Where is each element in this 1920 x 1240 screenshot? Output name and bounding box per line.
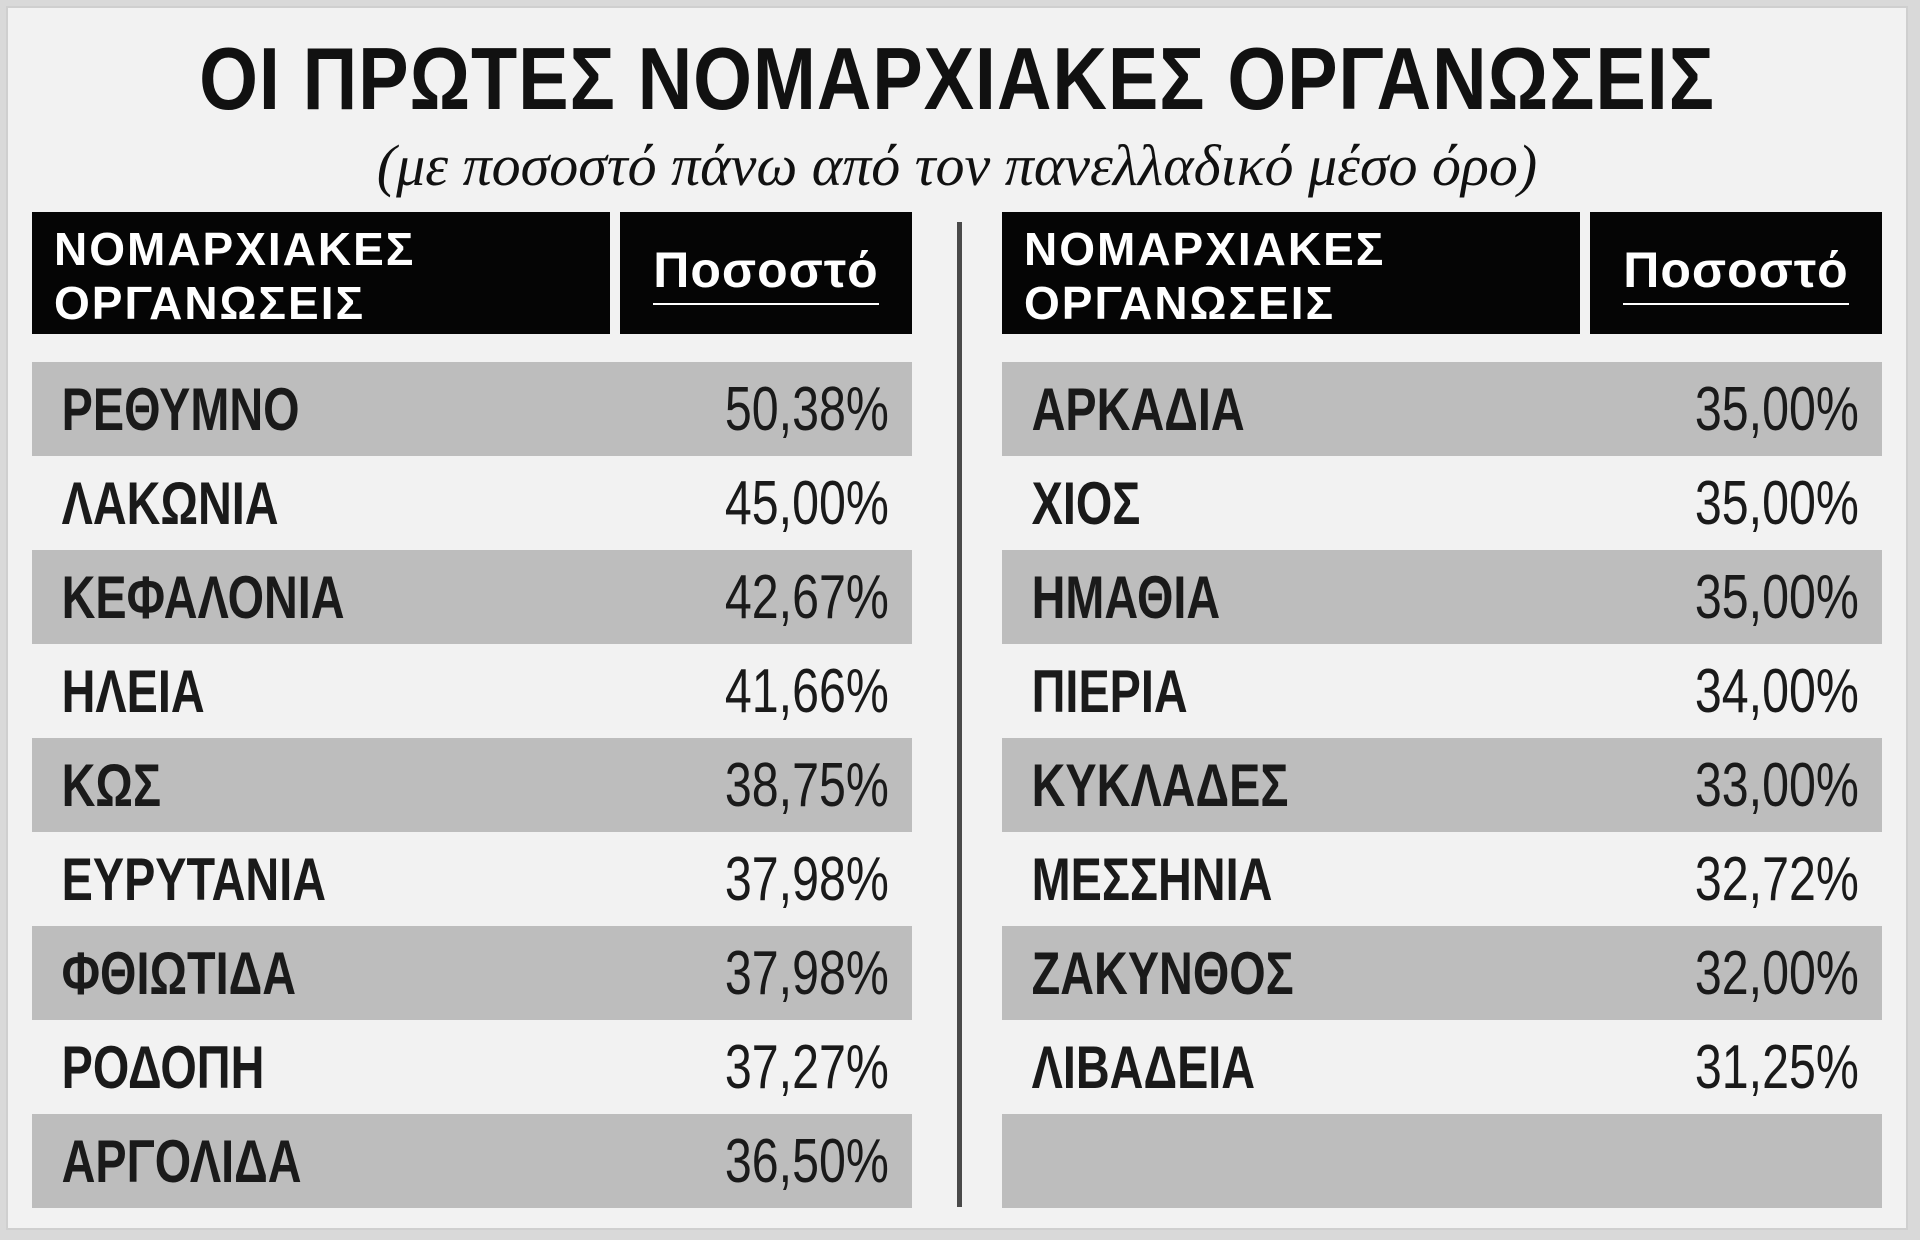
percentage-value: 41,66% bbox=[724, 656, 889, 726]
table-row: ΦΘΙΩΤΙΔΑ 37,98% bbox=[32, 926, 912, 1020]
table-row: ΚΥΚΛΑΔΕΣ 33,00% bbox=[1002, 738, 1882, 832]
percentage-value: 36,50% bbox=[724, 1126, 889, 1196]
prefecture-name: ΛΙΒΑΔΕΙΑ bbox=[1031, 1033, 1256, 1101]
prefecture-name: ΗΜΑΘΙΑ bbox=[1031, 563, 1221, 631]
table-row: ΚΩΣ 38,75% bbox=[32, 738, 912, 832]
prefecture-name: ΖΑΚΥΝΘΟΣ bbox=[1031, 939, 1294, 1007]
table-row: ΖΑΚΥΝΘΟΣ 32,00% bbox=[1002, 926, 1882, 1020]
percentage-value: 37,98% bbox=[724, 844, 889, 914]
prefecture-name: ΕΥΡΥΤΑΝΙΑ bbox=[61, 845, 327, 913]
percentage-value: 33,00% bbox=[1694, 750, 1859, 820]
chart-title: ΟΙ ΠΡΩΤΕΣ ΝΟΜΑΡΧΙΑΚΕΣ ΟΡΓΑΝΩΣΕΙΣ bbox=[199, 29, 1715, 128]
table-row: ΡΕΘΥΜΝΟ 50,38% bbox=[32, 362, 912, 456]
table-row: ΛΑΚΩΝΙΑ 45,00% bbox=[32, 456, 912, 550]
right-table: ΝΟΜΑΡΧΙΑΚΕΣ ΟΡΓΑΝΩΣΕΙΣ Ποσοστό ΑΡΚΑΔΙΑ 35… bbox=[1002, 212, 1882, 1208]
column-divider bbox=[957, 222, 962, 1207]
left-table: ΝΟΜΑΡΧΙΑΚΕΣ ΟΡΓΑΝΩΣΕΙΣ Ποσοστό ΡΕΘΥΜΝΟ 50… bbox=[32, 212, 912, 1208]
percentage-value: 45,00% bbox=[724, 468, 889, 538]
table-row: ΡΟΔΟΠΗ 37,27% bbox=[32, 1020, 912, 1114]
prefecture-name: ΚΕΦΑΛΟΝΙΑ bbox=[61, 563, 345, 631]
table-row: ΧΙΟΣ 35,00% bbox=[1002, 456, 1882, 550]
table-row: ΑΡΚΑΔΙΑ 35,00% bbox=[1002, 362, 1882, 456]
table-row: ΚΕΦΑΛΟΝΙΑ 42,67% bbox=[32, 550, 912, 644]
header-organizations: ΝΟΜΑΡΧΙΑΚΕΣ ΟΡΓΑΝΩΣΕΙΣ bbox=[32, 212, 610, 334]
percentage-value: 31,25% bbox=[1694, 1032, 1859, 1102]
right-table-body: ΑΡΚΑΔΙΑ 35,00% ΧΙΟΣ 35,00% ΗΜΑΘΙΑ 35,00% ΠΙΕΡΙ… bbox=[1002, 362, 1882, 1208]
percentage-value: 34,00% bbox=[1694, 656, 1859, 726]
table-row bbox=[1002, 1114, 1882, 1208]
header-percentage-label: Ποσοστό bbox=[653, 241, 879, 305]
header-organizations: ΝΟΜΑΡΧΙΑΚΕΣ ΟΡΓΑΝΩΣΕΙΣ bbox=[1002, 212, 1580, 334]
prefecture-name: ΦΘΙΩΤΙΔΑ bbox=[61, 939, 297, 1007]
header-percentage: Ποσοστό bbox=[1590, 212, 1882, 334]
chart-subtitle: (με ποσοστό πάνω από τον πανελλαδικό μέσ… bbox=[376, 133, 1538, 198]
table-row: ΛΙΒΑΔΕΙΑ 31,25% bbox=[1002, 1020, 1882, 1114]
percentage-value: 37,27% bbox=[724, 1032, 889, 1102]
table-row: ΠΙΕΡΙΑ 34,00% bbox=[1002, 644, 1882, 738]
prefecture-name: ΡΕΘΥΜΝΟ bbox=[61, 375, 300, 443]
table-row: ΜΕΣΣΗΝΙΑ 32,72% bbox=[1002, 832, 1882, 926]
header-organizations-line1: ΝΟΜΑΡΧΙΑΚΕΣ bbox=[54, 223, 416, 275]
table-row: ΕΥΡΥΤΑΝΙΑ 37,98% bbox=[32, 832, 912, 926]
header-percentage-label: Ποσοστό bbox=[1623, 241, 1849, 305]
table-row: ΗΛΕΙΑ 41,66% bbox=[32, 644, 912, 738]
table-row: ΗΜΑΘΙΑ 35,00% bbox=[1002, 550, 1882, 644]
percentage-value: 42,67% bbox=[724, 562, 889, 632]
header-percentage: Ποσοστό bbox=[620, 212, 912, 334]
prefecture-name: ΧΙΟΣ bbox=[1031, 469, 1141, 537]
table-header: ΝΟΜΑΡΧΙΑΚΕΣ ΟΡΓΑΝΩΣΕΙΣ Ποσοστό bbox=[1002, 212, 1882, 334]
prefecture-name: ΡΟΔΟΠΗ bbox=[61, 1033, 265, 1101]
table-header: ΝΟΜΑΡΧΙΑΚΕΣ ΟΡΓΑΝΩΣΕΙΣ Ποσοστό bbox=[32, 212, 912, 334]
percentage-value: 50,38% bbox=[724, 374, 889, 444]
percentage-value: 35,00% bbox=[1694, 468, 1859, 538]
left-table-body: ΡΕΘΥΜΝΟ 50,38% ΛΑΚΩΝΙΑ 45,00% ΚΕΦΑΛΟΝΙΑ 42,67… bbox=[32, 362, 912, 1208]
prefecture-name: ΗΛΕΙΑ bbox=[61, 657, 205, 725]
prefecture-name: ΚΥΚΛΑΔΕΣ bbox=[1031, 751, 1289, 819]
header-organizations-line2: ΟΡΓΑΝΩΣΕΙΣ bbox=[1024, 277, 1336, 329]
percentage-value: 35,00% bbox=[1694, 374, 1859, 444]
percentage-value: 35,00% bbox=[1694, 562, 1859, 632]
percentage-value: 38,75% bbox=[724, 750, 889, 820]
prefecture-name: ΜΕΣΣΗΝΙΑ bbox=[1031, 845, 1273, 913]
prefecture-name: ΑΡΚΑΔΙΑ bbox=[1031, 375, 1245, 443]
header-organizations-line2: ΟΡΓΑΝΩΣΕΙΣ bbox=[54, 277, 366, 329]
prefecture-name: ΠΙΕΡΙΑ bbox=[1031, 657, 1188, 725]
header-organizations-line1: ΝΟΜΑΡΧΙΑΚΕΣ bbox=[1024, 223, 1386, 275]
table-row: ΑΡΓΟΛΙΔΑ 36,50% bbox=[32, 1114, 912, 1208]
percentage-value: 32,72% bbox=[1694, 844, 1859, 914]
prefecture-name: ΑΡΓΟΛΙΔΑ bbox=[61, 1127, 302, 1195]
percentage-value: 37,98% bbox=[724, 938, 889, 1008]
prefecture-name: ΚΩΣ bbox=[61, 751, 162, 819]
percentage-value: 32,00% bbox=[1694, 938, 1859, 1008]
prefecture-name: ΛΑΚΩΝΙΑ bbox=[61, 469, 279, 537]
